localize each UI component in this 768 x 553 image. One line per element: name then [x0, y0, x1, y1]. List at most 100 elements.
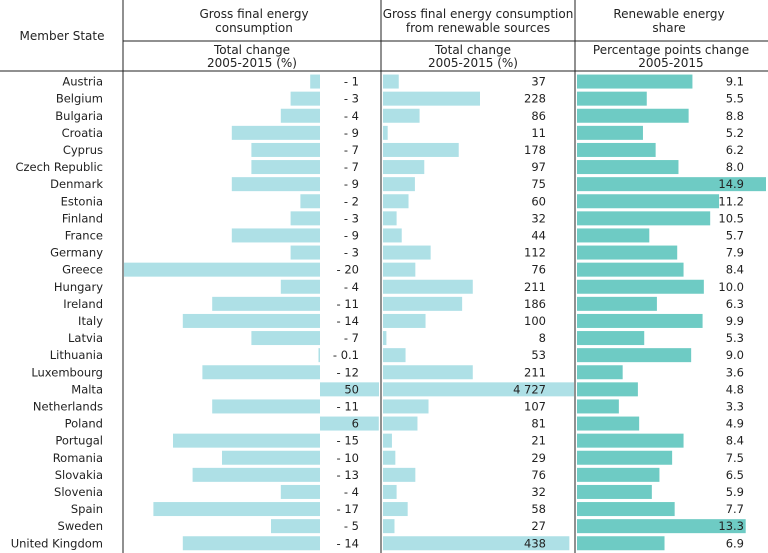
renewable-change-value: 438	[524, 536, 546, 550]
member-state-header: Member State	[20, 29, 105, 43]
energy-change-value: - 2	[344, 194, 359, 208]
energy-change-value: - 9	[344, 177, 359, 191]
renewable-change-bar	[383, 467, 416, 482]
country-label: Spain	[71, 502, 103, 516]
renewable-share-bar	[577, 536, 665, 551]
renewable-share-bar	[577, 91, 647, 106]
country-label: Denmark	[50, 177, 103, 191]
renewable-change-bar	[383, 245, 431, 260]
energy-change-bar	[320, 382, 379, 397]
energy-change-value: - 7	[344, 160, 359, 174]
renewable-share-value: 8.8	[726, 109, 744, 123]
renewable-change-value: 29	[531, 451, 546, 465]
renewable-share-bar	[577, 108, 689, 123]
renewable-share-bar	[577, 519, 746, 534]
renewable-change-value: 75	[531, 177, 546, 191]
energy-change-bar	[212, 296, 320, 311]
country-label: Bulgaria	[55, 109, 103, 123]
renewable-share-value: 8.4	[726, 434, 744, 448]
renewable-change-bar	[383, 536, 570, 551]
energy-change-bar	[318, 348, 320, 363]
renewable-change-value: 76	[531, 468, 546, 482]
renewable-change-value: 81	[531, 417, 546, 431]
renewable-change-bar	[383, 125, 388, 140]
renewable-change-bar	[383, 502, 408, 517]
energy-change-value: - 3	[344, 92, 359, 106]
renewable-share-bar	[577, 125, 643, 140]
energy-change-bar	[124, 262, 320, 277]
renewable-share-value: 5.5	[726, 92, 744, 106]
renewable-change-value: 211	[524, 280, 546, 294]
energy-change-value: - 4	[344, 485, 359, 499]
renewable-share-value: 9.9	[726, 314, 744, 328]
renewable-share-bar	[577, 433, 684, 448]
renewable-share-bar	[577, 245, 678, 260]
renewable-change-bar	[383, 211, 397, 226]
renewable-share-value: 7.9	[726, 246, 744, 260]
energy-change-bar	[251, 331, 320, 346]
country-label: Slovenia	[54, 485, 103, 499]
renewable-share-bar	[577, 467, 660, 482]
country-label: Croatia	[62, 126, 103, 140]
energy-change-value: - 3	[344, 246, 359, 260]
energy-change-bar	[300, 194, 320, 209]
renewable-share-bar	[577, 194, 720, 209]
country-label: Romania	[53, 451, 103, 465]
energy-change-bar	[231, 177, 320, 192]
renewable-change-value: 4 727	[513, 382, 546, 396]
renewable-change-bar	[383, 313, 426, 328]
country-label: Netherlands	[33, 399, 103, 413]
energy-change-value: - 13	[337, 468, 359, 482]
energy-change-value: - 3	[344, 211, 359, 225]
energy-change-bar	[231, 125, 320, 140]
energy-change-bar	[251, 160, 320, 175]
energy-change-value: - 14	[337, 314, 359, 328]
renewable-change-bar	[383, 331, 387, 346]
renewable-share-bar	[577, 296, 657, 311]
energy-change-value: - 20	[337, 263, 359, 277]
renewable-share-bar	[577, 348, 692, 363]
col3-sub-line1: Percentage points change	[593, 43, 749, 57]
renewable-share-value: 5.2	[726, 126, 744, 140]
renewable-share-value: 10.0	[718, 280, 744, 294]
renewable-change-value: 60	[531, 194, 546, 208]
energy-change-bar	[310, 74, 320, 89]
renewable-change-value: 100	[524, 314, 546, 328]
renewable-change-value: 97	[531, 160, 546, 174]
renewable-change-bar	[383, 433, 392, 448]
col3-title-line1: Renewable energy	[613, 7, 724, 21]
renewable-share-bar	[577, 228, 650, 243]
renewable-share-value: 6.3	[726, 297, 744, 311]
energy-change-bar	[192, 467, 320, 482]
energy-change-value: - 4	[344, 109, 359, 123]
renewable-share-bar	[577, 211, 711, 226]
country-label: Ireland	[63, 297, 103, 311]
energy-change-bar	[202, 365, 320, 380]
renewable-share-bar	[577, 502, 675, 517]
energy-change-value: - 15	[337, 434, 359, 448]
renewable-change-bar	[383, 262, 416, 277]
energy-change-bar	[222, 450, 320, 465]
energy-change-bar	[290, 245, 320, 260]
energy-change-value: - 4	[344, 280, 359, 294]
energy-change-bar	[182, 313, 320, 328]
renewable-share-bar	[577, 177, 766, 192]
energy-change-value: - 10	[337, 451, 359, 465]
country-label: Hungary	[54, 280, 103, 294]
col3-sub-line2: 2005-2015	[638, 56, 703, 70]
renewable-share-value: 5.9	[726, 485, 744, 499]
col1-sub-line1: Total change	[213, 43, 290, 57]
renewable-share-bar	[577, 313, 703, 328]
country-label: Malta	[71, 382, 103, 396]
country-label: Finland	[62, 211, 103, 225]
country-label: Czech Republic	[15, 160, 103, 174]
country-label: France	[65, 228, 103, 242]
energy-change-value: - 11	[337, 297, 359, 311]
renewable-change-bar	[383, 160, 425, 175]
country-label: Luxembourg	[31, 365, 103, 379]
renewable-change-bar	[383, 142, 459, 157]
renewable-change-bar	[383, 348, 406, 363]
renewable-share-bar	[577, 279, 704, 294]
renewable-share-value: 9.0	[726, 348, 744, 362]
